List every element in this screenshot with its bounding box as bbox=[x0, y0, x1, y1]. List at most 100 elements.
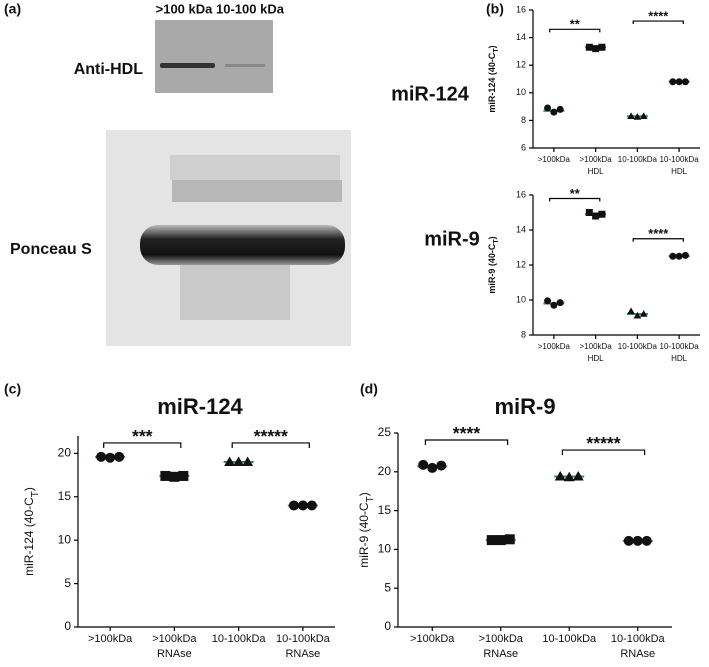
lane-label: >100 kDa bbox=[156, 1, 214, 16]
x-tick-label: >100kDa bbox=[580, 342, 613, 351]
row-label: Anti-HDL bbox=[74, 61, 144, 78]
y-axis-label: miR-124 (40-CT) bbox=[22, 487, 41, 576]
point bbox=[627, 307, 635, 315]
y-tick-label: 15 bbox=[58, 489, 72, 503]
x-tick-label: HDL bbox=[671, 354, 688, 363]
y-tick-label: 0 bbox=[64, 619, 71, 633]
y-axis-label: miR-9 (40-CT) bbox=[357, 492, 376, 567]
blot-band bbox=[170, 155, 340, 180]
x-tick-label: 10-100kDa bbox=[660, 155, 700, 164]
point bbox=[563, 471, 575, 482]
y-axis-label-part: ) bbox=[22, 487, 36, 491]
x-tick-label: >100kDa bbox=[538, 155, 571, 164]
chart-title: miR-9 bbox=[424, 228, 480, 250]
blot-band bbox=[140, 225, 345, 265]
y-tick-label: 14 bbox=[516, 32, 526, 42]
point bbox=[178, 470, 189, 481]
point bbox=[554, 470, 566, 481]
point bbox=[669, 78, 677, 86]
blot-band bbox=[225, 64, 265, 67]
x-tick-label: RNAse bbox=[483, 648, 518, 660]
x-tick-label: RNAse bbox=[620, 648, 655, 660]
significance-bracket bbox=[549, 197, 601, 202]
point bbox=[627, 112, 635, 120]
point bbox=[297, 500, 308, 511]
x-tick-label: RNAse bbox=[285, 648, 320, 660]
point bbox=[550, 301, 558, 309]
point bbox=[436, 460, 447, 471]
y-tick-label: 14 bbox=[516, 224, 526, 234]
significance-label: **** bbox=[453, 423, 481, 443]
y-tick-label: 10 bbox=[58, 532, 72, 546]
panel-label: (c) bbox=[4, 381, 21, 397]
point bbox=[224, 456, 236, 467]
point bbox=[169, 471, 180, 482]
x-tick-label: >100kDa bbox=[479, 633, 524, 645]
y-axis-label-part: miR-9 (40-C bbox=[487, 243, 497, 294]
panel-label: (d) bbox=[360, 381, 378, 397]
significance-bracket bbox=[231, 442, 310, 448]
x-tick-label: HDL bbox=[588, 354, 605, 363]
panel-label: (b) bbox=[486, 1, 504, 17]
point bbox=[641, 535, 652, 546]
significance-label: ** bbox=[570, 17, 580, 32]
point bbox=[504, 534, 515, 545]
y-tick-label: 16 bbox=[516, 4, 526, 14]
point bbox=[96, 451, 107, 462]
y-axis-label: miR-124 (40-CT) bbox=[487, 45, 500, 112]
y-tick-label: 15 bbox=[378, 503, 392, 517]
x-tick-label: >100kDa bbox=[538, 342, 571, 351]
y-tick-label: 5 bbox=[384, 580, 391, 594]
x-tick-label: HDL bbox=[671, 167, 688, 176]
significance-label: ***** bbox=[254, 426, 288, 446]
y-axis-label-part: T bbox=[493, 239, 500, 244]
point bbox=[598, 210, 606, 218]
blot-band bbox=[160, 63, 215, 68]
point bbox=[633, 113, 642, 120]
y-tick-label: 12 bbox=[516, 259, 526, 269]
x-tick-label: >100kDa bbox=[410, 633, 455, 645]
y-tick-label: 12 bbox=[516, 60, 526, 70]
y-axis-label-part: ) bbox=[487, 236, 497, 239]
point bbox=[288, 500, 299, 511]
significance-label: *** bbox=[132, 426, 153, 446]
y-tick-label: 20 bbox=[58, 446, 72, 460]
y-axis-label-part: T bbox=[493, 48, 500, 53]
point bbox=[681, 78, 689, 86]
significance-bracket bbox=[561, 449, 646, 456]
y-tick-label: 0 bbox=[384, 619, 391, 633]
y-tick-label: 8 bbox=[521, 329, 526, 339]
x-tick-label: >100kDa bbox=[88, 633, 133, 645]
point bbox=[633, 311, 642, 319]
significance-label: **** bbox=[648, 8, 668, 23]
point bbox=[592, 212, 600, 220]
y-axis-label-part: miR-9 (40-C bbox=[357, 502, 371, 568]
point bbox=[585, 43, 593, 51]
x-tick-label: 10-100kDa bbox=[611, 633, 666, 645]
point bbox=[544, 297, 552, 305]
blot-band bbox=[172, 180, 342, 202]
x-tick-label: HDL bbox=[588, 167, 605, 176]
chart-title: miR-124 bbox=[157, 394, 243, 419]
point bbox=[427, 462, 438, 473]
y-axis-label: miR-9 (40-CT) bbox=[487, 236, 500, 293]
y-tick-label: 5 bbox=[64, 576, 71, 590]
point bbox=[160, 470, 171, 481]
blot-smear bbox=[180, 265, 290, 320]
significance-bracket bbox=[424, 439, 509, 445]
chart-title: miR-9 bbox=[494, 394, 555, 419]
y-tick-label: 6 bbox=[521, 142, 526, 152]
blot-image bbox=[155, 20, 273, 93]
y-tick-label: 10 bbox=[516, 87, 526, 97]
significance-bracket bbox=[103, 442, 182, 448]
point bbox=[544, 104, 552, 112]
point bbox=[306, 500, 317, 511]
point bbox=[623, 535, 634, 546]
x-tick-label: RNAse bbox=[157, 648, 192, 660]
point bbox=[639, 112, 648, 120]
significance-label: ** bbox=[570, 186, 580, 201]
point bbox=[486, 535, 497, 546]
y-axis-label-part: miR-124 (40-C bbox=[22, 497, 36, 576]
point bbox=[592, 45, 600, 53]
